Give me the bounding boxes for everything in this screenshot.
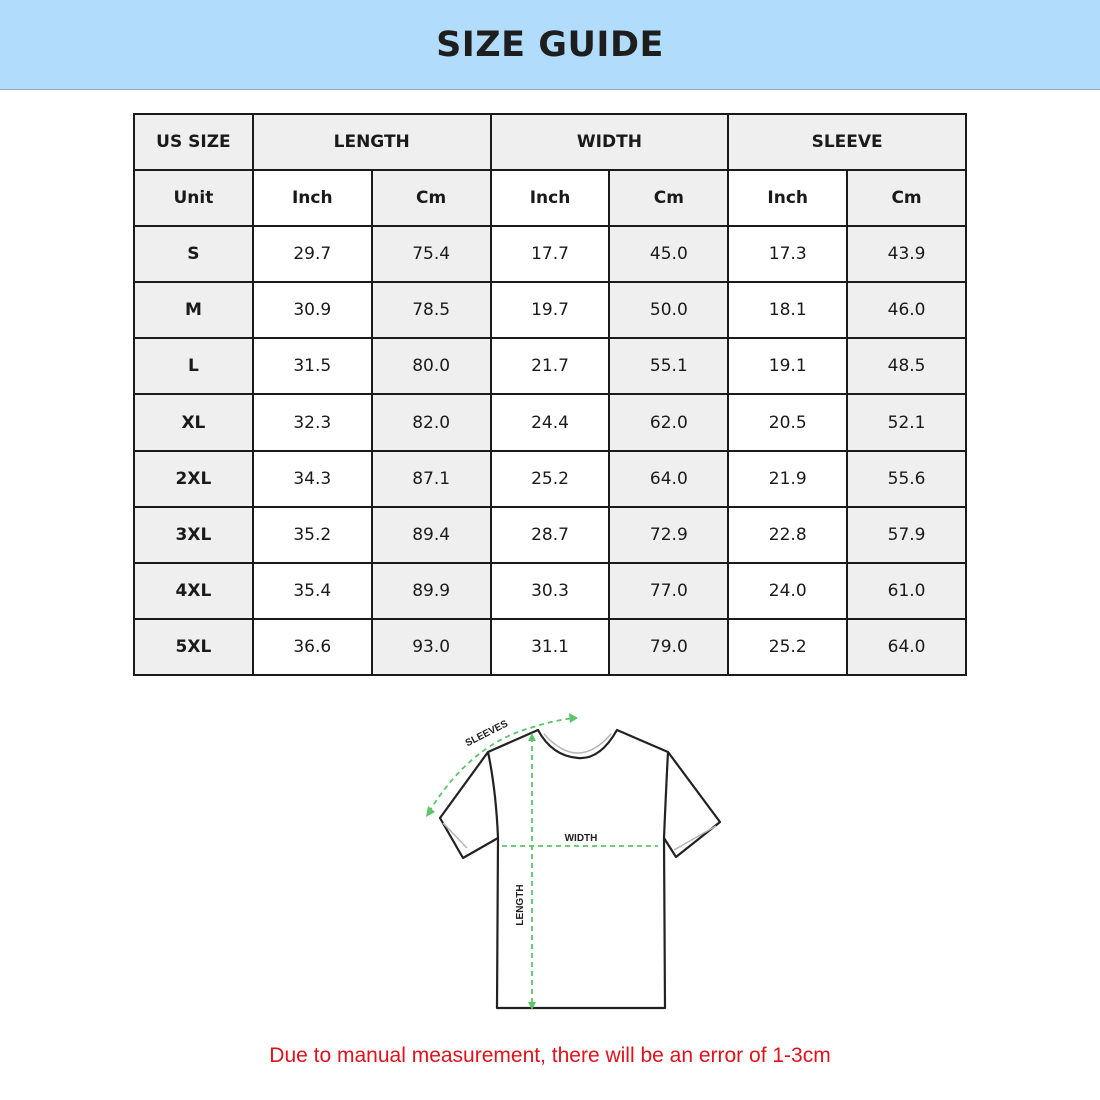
measurement-cell: 64.0 <box>848 619 965 674</box>
measurement-cell: 61.0 <box>848 563 965 618</box>
size-label: 4XL <box>135 563 252 618</box>
measurement-cell: 46.0 <box>848 283 965 338</box>
measurement-cell: 45.0 <box>610 227 728 282</box>
page-title: SIZE GUIDE <box>436 24 664 65</box>
measurement-cell: 35.2 <box>253 507 371 562</box>
measurement-cell: 77.0 <box>610 563 728 618</box>
unit-header: Cm <box>372 171 490 226</box>
measurement-cell: 35.4 <box>253 563 371 618</box>
measurement-note: Due to manual measurement, there will be… <box>269 1044 831 1067</box>
measurement-cell: 30.9 <box>253 283 371 338</box>
size-label: 5XL <box>135 619 252 674</box>
measurement-cell: 52.1 <box>848 395 965 450</box>
measurement-cell: 21.7 <box>491 339 609 394</box>
measurement-cell: 79.0 <box>610 619 728 674</box>
measurement-cell: 24.0 <box>729 563 847 618</box>
measure-arrows <box>428 717 658 1006</box>
measurement-cell: 31.1 <box>491 619 609 674</box>
measurement-cell: 22.8 <box>729 507 847 562</box>
measurement-cell: 34.3 <box>253 451 371 506</box>
measurement-cell: 82.0 <box>372 395 490 450</box>
measurement-cell: 28.7 <box>491 507 609 562</box>
tshirt-outline <box>438 728 722 1010</box>
title-banner: SIZE GUIDE <box>0 0 1100 90</box>
measurement-cell: 93.0 <box>372 619 490 674</box>
measurement-cell: 25.2 <box>491 451 609 506</box>
group-header-length: LENGTH <box>253 115 490 170</box>
width-label: WIDTH <box>565 833 598 844</box>
arrow-heads <box>426 713 578 1010</box>
unit-header: Inch <box>253 171 371 226</box>
measurement-cell: 62.0 <box>610 395 728 450</box>
measurement-cell: 80.0 <box>372 339 490 394</box>
measurement-cell: 43.9 <box>848 227 965 282</box>
length-label: LENGTH <box>515 884 526 925</box>
measurement-cell: 64.0 <box>610 451 728 506</box>
measurement-cell: 19.7 <box>491 283 609 338</box>
unit-header: Unit <box>135 171 252 226</box>
measurement-cell: 55.1 <box>610 339 728 394</box>
unit-header: Cm <box>848 171 965 226</box>
measurement-cell: 17.7 <box>491 227 609 282</box>
measurement-cell: 31.5 <box>253 339 371 394</box>
measurement-cell: 21.9 <box>729 451 847 506</box>
measurement-cell: 24.4 <box>491 395 609 450</box>
size-label: M <box>135 283 252 338</box>
measurement-cell: 75.4 <box>372 227 490 282</box>
group-header-sleeve: SLEEVE <box>729 115 965 170</box>
measurement-cell: 50.0 <box>610 283 728 338</box>
size-table: US SIZE LENGTH WIDTH SLEEVE Unit Inch Cm Inch Cm… <box>133 113 967 676</box>
measurement-cell: 57.9 <box>848 507 965 562</box>
group-header-us-size: US SIZE <box>135 115 252 170</box>
measurement-cell: 20.5 <box>729 395 847 450</box>
size-label: S <box>135 227 252 282</box>
measurement-cell: 55.6 <box>848 451 965 506</box>
measurement-cell: 72.9 <box>610 507 728 562</box>
measurement-cell: 36.6 <box>253 619 371 674</box>
measurement-cell: 17.3 <box>729 227 847 282</box>
size-label: XL <box>135 395 252 450</box>
measurement-cell: 19.1 <box>729 339 847 394</box>
measurement-cell: 48.5 <box>848 339 965 394</box>
measurement-cell: 89.4 <box>372 507 490 562</box>
measurement-cell: 18.1 <box>729 283 847 338</box>
measurement-cell: 32.3 <box>253 395 371 450</box>
group-header-width: WIDTH <box>491 115 728 170</box>
size-label: 2XL <box>135 451 252 506</box>
measurement-cell: 30.3 <box>491 563 609 618</box>
measurement-cell: 89.9 <box>372 563 490 618</box>
unit-header: Inch <box>491 171 609 226</box>
measurement-cell: 25.2 <box>729 619 847 674</box>
measurement-cell: 87.1 <box>372 451 490 506</box>
size-label: 3XL <box>135 507 252 562</box>
unit-header: Cm <box>610 171 728 226</box>
measurement-cell: 78.5 <box>372 283 490 338</box>
measurement-cell: 29.7 <box>253 227 371 282</box>
tshirt-hem-lines <box>442 733 717 851</box>
size-label: L <box>135 339 252 394</box>
unit-header: Inch <box>729 171 847 226</box>
